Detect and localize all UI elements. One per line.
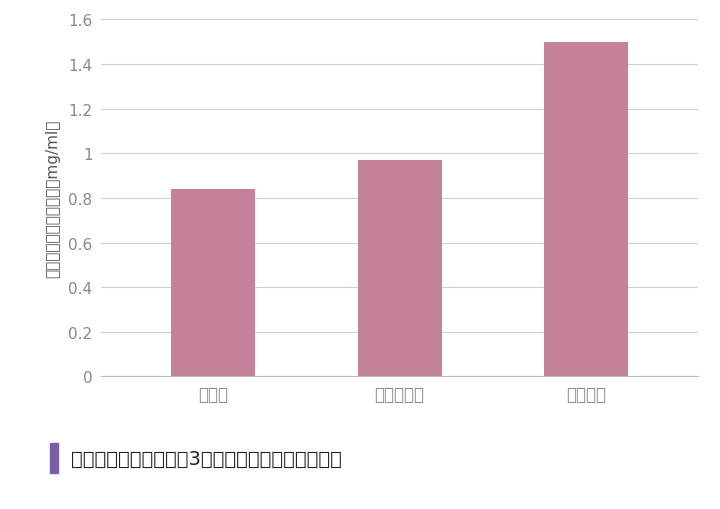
Text: 図：さくらんぼワイン3種の総ポリフェノール含量: 図：さくらんぼワイン3種の総ポリフェノール含量 <box>71 448 341 468</box>
Y-axis label: 総ポリフェノール含量（mg/ml）: 総ポリフェノール含量（mg/ml） <box>45 120 60 277</box>
Bar <box>544 43 629 377</box>
Bar <box>358 161 441 377</box>
Bar <box>171 189 255 377</box>
